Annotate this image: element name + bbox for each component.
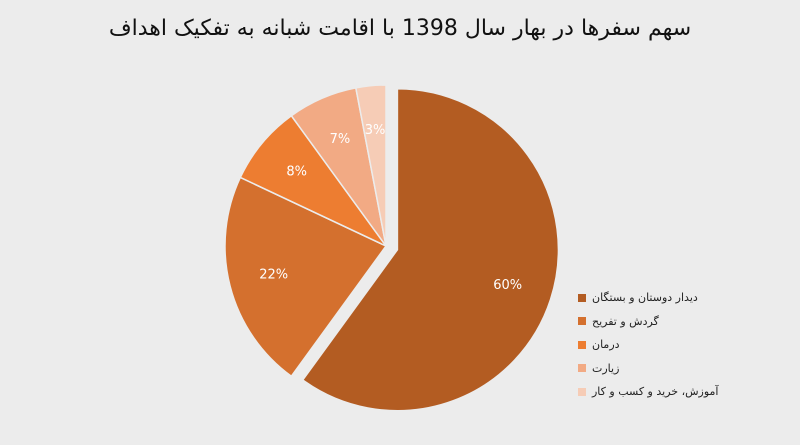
legend-label: گردش و تفریح <box>592 314 659 328</box>
legend-label: درمان <box>592 338 620 352</box>
pie-slices <box>224 84 560 412</box>
data-label-1: 60% <box>493 278 522 293</box>
legend-item: دیدار دوستان و بستگان <box>578 286 788 310</box>
legend-label: دیدار دوستان و بستگان <box>592 291 698 305</box>
data-label-2: 22% <box>259 267 288 282</box>
data-label-4: 7% <box>330 132 351 147</box>
pie-slice-1 <box>301 87 560 412</box>
legend-swatch <box>578 387 586 396</box>
legend-item: آموزش، خرید و کسب و کار <box>578 380 788 404</box>
legend-item: گردش و تفریح <box>578 310 788 334</box>
legend-swatch <box>578 340 586 349</box>
legend-item: درمان <box>578 333 788 357</box>
data-label-3: 8% <box>286 165 307 180</box>
data-label-5: 3% <box>365 123 386 138</box>
legend-swatch <box>578 317 586 326</box>
legend-label: زیارت <box>592 361 620 375</box>
pie-data-labels: 60% 22% 8% 7% 3% <box>259 123 522 293</box>
chart-title: سهم سفرها در بهار سال 1398 با اقامت شبان… <box>108 16 692 41</box>
legend-swatch <box>578 293 586 302</box>
legend-swatch <box>578 364 586 373</box>
legend-label: آموزش، خرید و کسب و کار <box>592 385 719 399</box>
pie-slice-5 <box>354 84 387 247</box>
legend-item: زیارت <box>578 357 788 381</box>
chart-legend: دیدار دوستان و بستگان گردش و تفریح درمان زی… <box>578 286 788 404</box>
